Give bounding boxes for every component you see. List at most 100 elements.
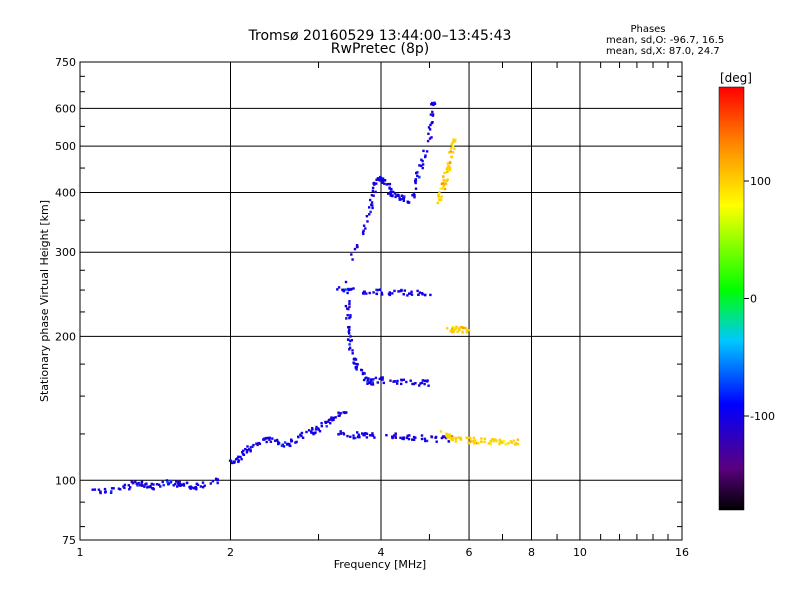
data-point: [348, 343, 351, 346]
data-point: [411, 382, 414, 386]
data-point: [368, 381, 371, 384]
data-point: [374, 190, 377, 194]
data-point: [446, 178, 449, 181]
data-point: [387, 292, 391, 296]
data-point: [369, 210, 372, 214]
data-point: [450, 331, 454, 334]
data-point: [446, 166, 449, 170]
data-point: [491, 438, 494, 441]
data-point: [448, 435, 451, 439]
data-point: [228, 459, 232, 462]
data-point: [346, 434, 349, 438]
data-point: [450, 327, 454, 330]
data-point: [448, 433, 451, 436]
data-point: [498, 438, 501, 442]
data-point: [347, 330, 350, 333]
data-point: [346, 291, 349, 295]
data-point: [117, 487, 121, 490]
data-point: [414, 382, 417, 385]
data-point: [371, 186, 375, 190]
x-tick-label: 16: [675, 546, 689, 559]
data-point: [474, 439, 477, 442]
data-point: [269, 440, 273, 443]
data-point: [362, 378, 366, 382]
data-point: [320, 424, 323, 428]
data-point: [177, 483, 181, 486]
data-point: [230, 461, 234, 465]
x-tick-label: 6: [466, 546, 473, 559]
data-point: [480, 437, 483, 440]
data-point: [362, 432, 366, 436]
data-point: [365, 215, 369, 218]
data-point: [430, 435, 433, 438]
data-point: [501, 441, 504, 444]
data-point: [366, 220, 369, 223]
data-point: [376, 288, 379, 292]
data-point: [300, 434, 303, 438]
data-point: [440, 195, 443, 198]
data-point: [412, 382, 415, 386]
data-point: [405, 436, 409, 440]
data-point: [110, 487, 114, 490]
data-point: [358, 436, 361, 439]
data-point: [258, 442, 262, 445]
data-point: [350, 253, 353, 256]
data-point: [440, 182, 444, 185]
data-point: [271, 437, 274, 440]
data-point: [411, 194, 414, 197]
data-point: [392, 380, 395, 383]
data-point: [402, 437, 405, 441]
data-point: [375, 292, 378, 295]
data-point: [469, 440, 472, 443]
data-point: [320, 422, 323, 425]
data-point: [177, 480, 180, 484]
data-point: [110, 490, 113, 493]
data-point: [97, 488, 101, 491]
data-point: [371, 206, 374, 210]
data-point: [468, 436, 471, 440]
data-point: [339, 412, 342, 415]
data-point: [237, 459, 240, 462]
data-point: [458, 326, 462, 329]
y-tick-label: 300: [55, 246, 76, 259]
data-point: [392, 190, 395, 194]
data-point: [135, 482, 138, 485]
data-point: [445, 168, 449, 171]
data-point: [310, 431, 313, 434]
data-point: [151, 487, 154, 490]
data-point: [465, 436, 468, 439]
data-point: [369, 198, 372, 202]
data-point: [378, 377, 381, 381]
data-point: [201, 481, 205, 484]
data-point: [441, 187, 444, 190]
data-point: [444, 436, 448, 440]
data-point: [456, 330, 459, 333]
data-point: [344, 288, 347, 291]
data-point: [498, 442, 501, 446]
data-point: [398, 196, 401, 200]
data-point: [327, 418, 331, 422]
data-point: [134, 480, 137, 483]
data-point: [93, 488, 97, 491]
data-point: [449, 147, 453, 150]
data-point: [400, 289, 403, 292]
data-point: [172, 484, 175, 487]
data-point: [99, 490, 102, 493]
data-point: [448, 165, 451, 168]
y-tick-label: 200: [55, 330, 76, 343]
data-point: [165, 479, 169, 482]
data-point: [337, 286, 341, 289]
data-point: [405, 380, 408, 384]
data-point: [411, 438, 414, 441]
data-point: [249, 449, 252, 452]
data-point: [239, 455, 242, 459]
x-tick-label: 10: [573, 546, 587, 559]
data-point: [162, 484, 165, 487]
data-point: [442, 182, 445, 185]
data-point: [174, 482, 177, 486]
data-point: [237, 455, 240, 458]
data-point: [381, 181, 384, 184]
data-point: [123, 486, 126, 490]
data-point: [356, 363, 359, 366]
data-point: [356, 245, 359, 249]
